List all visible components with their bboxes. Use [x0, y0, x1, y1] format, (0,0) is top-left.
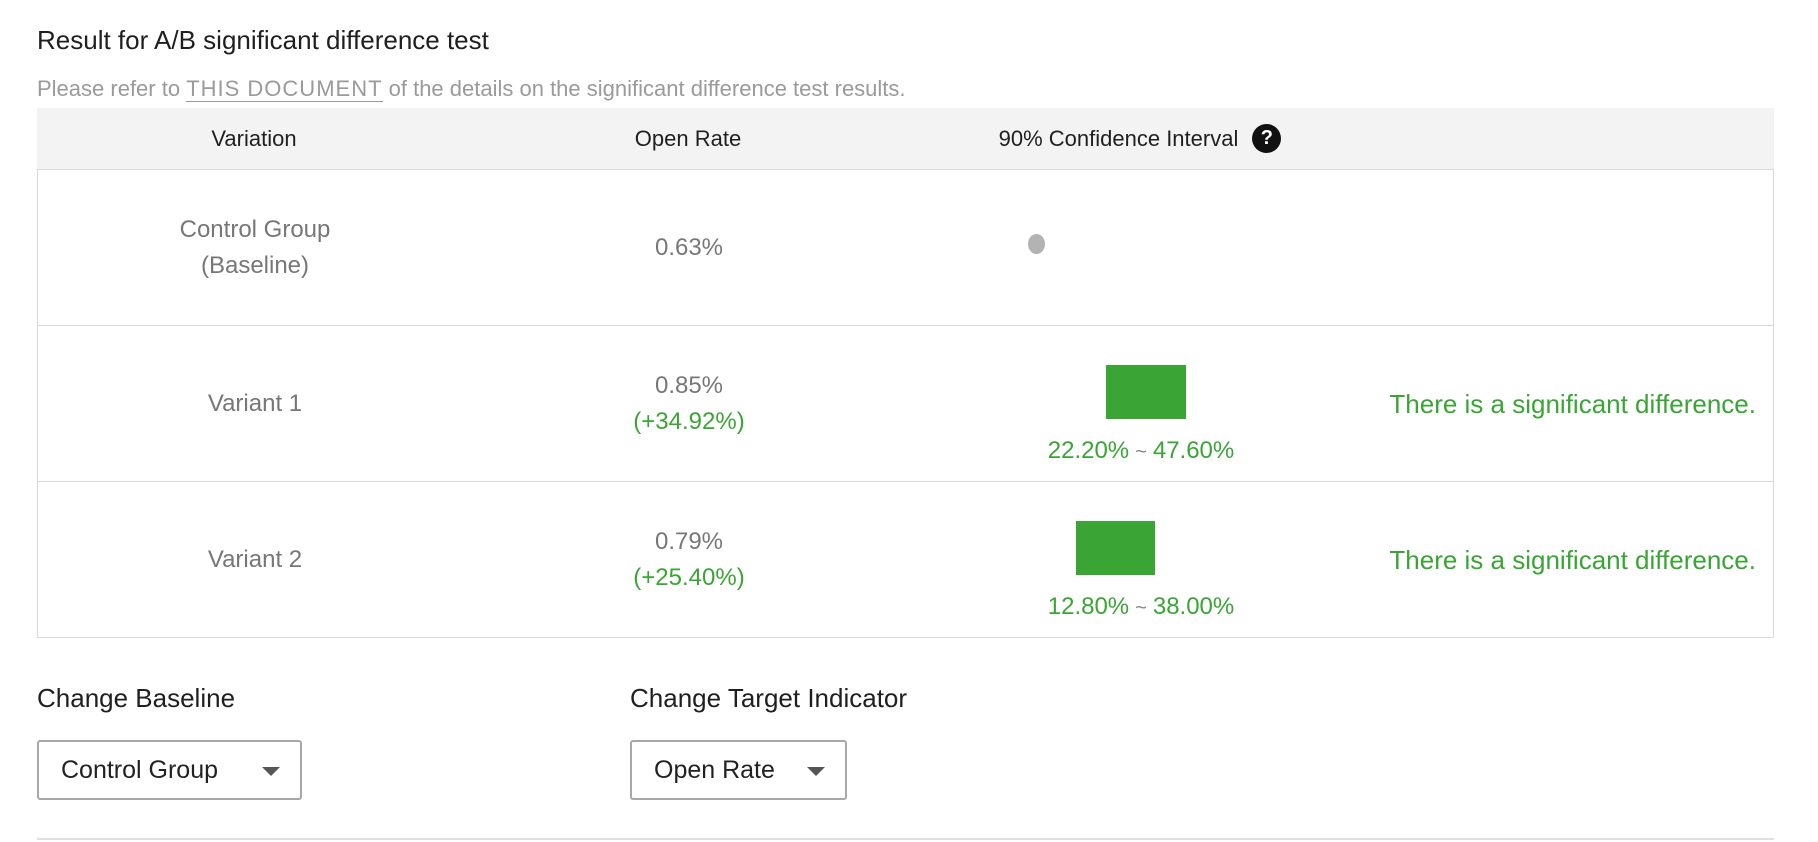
result-text: There is a significant difference.	[1389, 388, 1756, 419]
table-header: Variation Open Rate 90% Confidence Inter…	[37, 108, 1774, 169]
panel-title: Result for A/B significant difference te…	[37, 25, 489, 55]
open-rate-cell: 0.79% (+25.40%)	[472, 482, 906, 637]
ci-bar	[1076, 521, 1155, 575]
table-row-variant-2: Variant 2 0.79% (+25.40%) 12.80% ~38.00% …	[38, 482, 1773, 637]
ci-high: 38.00%	[1152, 593, 1235, 620]
subtitle-suffix: of the details on the significant differ…	[382, 76, 906, 101]
variation-cell: Variant 1	[38, 326, 472, 481]
change-target-indicator-label: Change Target Indicator	[630, 683, 908, 713]
panel-subtitle: Please refer to THIS DOCUMENT of the det…	[37, 76, 906, 102]
confidence-interval-cell: 22.20% ~47.60%	[906, 326, 1376, 481]
result-cell: There is a significant difference.	[1376, 482, 1774, 637]
ci-high: 47.60%	[1152, 437, 1235, 464]
result-table: Variation Open Rate 90% Confidence Inter…	[37, 108, 1774, 638]
ci-bar	[1106, 365, 1186, 419]
subtitle-prefix: Please refer to	[37, 76, 187, 101]
variation-cell: Control Group (Baseline)	[38, 170, 472, 325]
table-row-control-group: Control Group (Baseline) 0.63%	[38, 170, 1773, 326]
target-select-value: Open Rate	[654, 756, 775, 784]
change-baseline-label: Change Baseline	[37, 683, 236, 713]
ci-range-label: 12.80% ~38.00%	[906, 589, 1376, 626]
ci-plot-area: 12.80% ~38.00%	[906, 482, 1376, 637]
baseline-select-value: Control Group	[61, 756, 219, 784]
table-row-variant-1: Variant 1 0.85% (+34.92%) 22.20% ~47.60% …	[38, 326, 1773, 482]
column-header-open-rate: Open Rate	[634, 126, 742, 151]
document-link[interactable]: THIS DOCUMENT	[186, 76, 383, 102]
open-rate-lift: (+34.92%)	[633, 407, 745, 435]
ci-low: 12.80%	[1047, 593, 1130, 620]
chevron-down-icon	[807, 767, 825, 776]
baseline-select[interactable]: Control Group	[37, 740, 302, 800]
column-header-variation: Variation	[211, 126, 297, 151]
variation-baseline-tag: (Baseline)	[200, 251, 310, 279]
chevron-down-icon	[262, 767, 280, 776]
result-text: There is a significant difference.	[1389, 544, 1756, 575]
ci-range-label: 22.20% ~47.60%	[906, 433, 1376, 470]
help-circle-icon[interactable]: ?	[1252, 123, 1282, 153]
table-body: Control Group (Baseline) 0.63%	[37, 169, 1774, 638]
variation-cell: Variant 2	[38, 482, 472, 637]
variation-name: Variant 1	[207, 389, 303, 417]
open-rate-cell: 0.85% (+34.92%)	[472, 326, 906, 481]
target-indicator-select[interactable]: Open Rate	[630, 740, 847, 800]
open-rate-cell: 0.63%	[472, 170, 906, 325]
open-rate-value: 0.85%	[654, 371, 724, 399]
open-rate-value: 0.79%	[654, 527, 724, 555]
confidence-interval-cell	[906, 170, 1376, 325]
result-cell: There is a significant difference.	[1376, 326, 1774, 481]
ci-plot-area	[906, 170, 1376, 325]
result-cell	[1376, 170, 1774, 325]
ci-header-label: 90% Confidence Interval	[998, 126, 1239, 151]
divider	[37, 838, 1774, 840]
ci-plot-area: 22.20% ~47.60%	[906, 326, 1376, 481]
column-header-confidence-interval: 90% Confidence Interval?	[905, 108, 1375, 169]
confidence-interval-cell: 12.80% ~38.00%	[906, 482, 1376, 637]
open-rate-value: 0.63%	[654, 233, 724, 261]
baseline-dot-marker	[1028, 234, 1045, 254]
ci-low: 22.20%	[1047, 437, 1130, 464]
ci-separator: ~	[1135, 597, 1147, 619]
variation-name: Control Group	[179, 215, 331, 243]
open-rate-lift: (+25.40%)	[633, 563, 745, 591]
variation-name: Variant 2	[207, 545, 303, 573]
ci-separator: ~	[1135, 441, 1147, 463]
